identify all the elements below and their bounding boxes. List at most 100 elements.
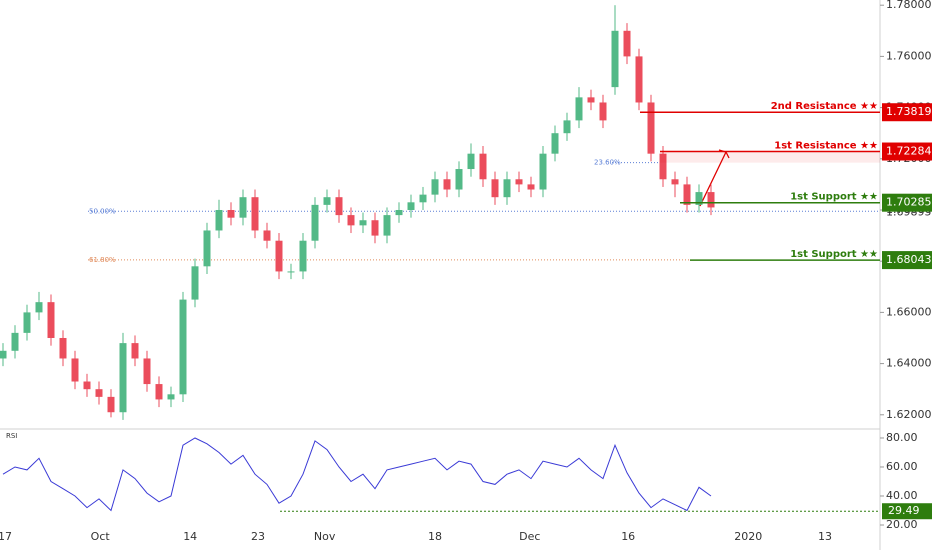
price-tag-label: 1.73819: [886, 105, 932, 118]
x-tick-label: 14: [183, 530, 197, 543]
candle-body: [59, 337, 67, 359]
level-label: 1st Support ★★: [790, 192, 878, 203]
candle-body: [707, 192, 715, 208]
level-label: 2nd Resistance ★★: [771, 101, 878, 112]
x-tick-label: Dec: [519, 530, 540, 543]
rsi-line: [2, 437, 712, 512]
y-tick-label: 40.00: [886, 489, 918, 502]
candle-body: [455, 169, 463, 190]
candle-body: [587, 97, 595, 103]
y-tick-label: 20.00: [886, 518, 918, 531]
candle-body: [443, 179, 451, 190]
candle-body: [323, 197, 331, 205]
candle-body: [335, 197, 343, 216]
y-tick-label: 1.62000: [886, 408, 932, 421]
candle-body: [467, 153, 475, 170]
candle-body: [155, 384, 163, 400]
candle-body: [23, 312, 31, 333]
candle-body: [491, 179, 499, 198]
candle-body: [683, 184, 691, 205]
y-tick-label: 60.00: [886, 460, 918, 473]
y-tick-label: 1.64000: [886, 357, 932, 370]
x-tick-label: Nov: [314, 530, 336, 543]
y-tick-label: 80.00: [886, 431, 918, 444]
candle-body: [227, 209, 235, 218]
candle-body: [287, 271, 295, 273]
candle-body: [107, 396, 115, 413]
candle-body: [239, 197, 247, 218]
candle-body: [203, 230, 211, 267]
price-tag-label: 1.72284: [886, 145, 932, 158]
candle-body: [563, 120, 571, 134]
candle-body: [515, 179, 523, 185]
x-tick-label: Oct: [91, 530, 111, 543]
candle-body: [575, 97, 583, 121]
candle-body: [395, 209, 403, 216]
candle-body: [95, 389, 103, 397]
candle-body: [347, 215, 355, 226]
candle-body: [671, 179, 679, 185]
price-tag: [882, 193, 932, 212]
candle-body: [419, 194, 427, 203]
candle-body: [407, 202, 415, 210]
candle-body: [251, 197, 259, 231]
x-tick-label: 2020: [734, 530, 762, 543]
candle-body: [167, 394, 175, 400]
candle-body: [623, 30, 631, 57]
x-tick-label: 18: [428, 530, 442, 543]
candle-body: [311, 204, 319, 241]
candle-body: [383, 215, 391, 236]
x-tick-label: 17: [0, 530, 12, 543]
candle-body: [479, 153, 487, 180]
y-tick-label: 1.76000: [886, 49, 932, 62]
candle-body: [659, 153, 667, 180]
rsi-level-label: 29.49: [888, 504, 920, 517]
candle-body: [47, 302, 55, 338]
candle-body: [371, 220, 379, 236]
candle-body: [695, 192, 703, 205]
level-label: 1st Support ★★: [790, 249, 878, 260]
price-tag-label: 1.68043: [886, 253, 932, 266]
candle-body: [647, 102, 655, 154]
price-tag-label: 1.70285: [886, 196, 932, 209]
resistance-zone: [660, 151, 880, 163]
candle-body: [539, 153, 547, 190]
candle-body: [275, 240, 283, 272]
fib-label: 61.80%: [89, 256, 116, 264]
x-tick-label: 23: [251, 530, 265, 543]
candle-body: [611, 30, 619, 88]
y-tick-label: 1.66000: [886, 305, 932, 318]
candle-body: [71, 358, 79, 382]
candle-body: [83, 381, 91, 390]
x-tick-label: 16: [621, 530, 635, 543]
candle-body: [131, 343, 139, 359]
y-tick-label: 1.78000: [886, 0, 932, 11]
price-tag: [882, 103, 932, 122]
candle-body: [0, 350, 7, 359]
price-tag: [882, 142, 932, 161]
level-label: 1st Resistance ★★: [774, 141, 878, 152]
rsi-level-tag: [882, 503, 932, 520]
candle-body: [431, 179, 439, 195]
candle-body: [179, 299, 187, 395]
candle-body: [527, 184, 535, 190]
candle-body: [503, 179, 511, 198]
candle-body: [359, 220, 367, 226]
candle-body: [551, 133, 559, 154]
x-tick-label: 13: [818, 530, 832, 543]
candle-body: [599, 102, 607, 121]
fib-label: 23.60%: [594, 159, 621, 167]
candle-body: [11, 332, 19, 351]
price-tag: [882, 251, 932, 270]
candle-body: [191, 266, 199, 300]
rsi-title: RSI: [6, 432, 17, 440]
candle-body: [35, 302, 43, 313]
candle-body: [635, 56, 643, 103]
candle-body: [215, 209, 223, 231]
candle-body: [143, 358, 151, 385]
fib-label: 50.00%: [89, 207, 116, 215]
candle-body: [263, 230, 271, 241]
candle-body: [119, 343, 127, 413]
candle-body: [299, 240, 307, 272]
